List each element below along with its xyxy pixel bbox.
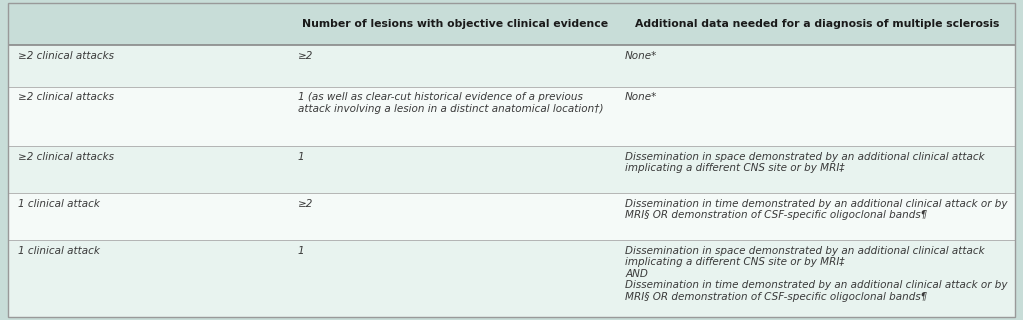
Text: 1: 1	[298, 152, 304, 162]
Text: ≥2: ≥2	[298, 199, 313, 209]
Text: Dissemination in time demonstrated by an additional clinical attack or by
MRI§ O: Dissemination in time demonstrated by an…	[625, 199, 1008, 220]
Bar	[8, 146, 1015, 193]
Text: 1: 1	[298, 246, 304, 256]
Bar	[8, 193, 1015, 240]
Text: Number of lesions with objective clinical evidence: Number of lesions with objective clinica…	[302, 19, 609, 29]
Text: None*: None*	[625, 92, 658, 102]
Text: ≥2 clinical attacks: ≥2 clinical attacks	[18, 51, 115, 61]
Bar	[8, 3, 1015, 45]
Text: Additional data needed for a diagnosis of multiple sclerosis: Additional data needed for a diagnosis o…	[634, 19, 999, 29]
Bar	[8, 45, 1015, 87]
Text: ≥2 clinical attacks: ≥2 clinical attacks	[18, 152, 115, 162]
Text: ≥2 clinical attacks: ≥2 clinical attacks	[18, 92, 115, 102]
Bar	[8, 240, 1015, 317]
Text: 1 clinical attack: 1 clinical attack	[18, 246, 100, 256]
Bar	[8, 87, 1015, 146]
Text: 1 clinical attack: 1 clinical attack	[18, 199, 100, 209]
Text: Dissemination in space demonstrated by an additional clinical attack
implicating: Dissemination in space demonstrated by a…	[625, 152, 985, 173]
Text: ≥2: ≥2	[298, 51, 313, 61]
Text: Dissemination in space demonstrated by an additional clinical attack
implicating: Dissemination in space demonstrated by a…	[625, 246, 1008, 302]
Text: 1 (as well as clear-cut historical evidence of a previous
attack involving a les: 1 (as well as clear-cut historical evide…	[298, 92, 604, 114]
Text: None*: None*	[625, 51, 658, 61]
